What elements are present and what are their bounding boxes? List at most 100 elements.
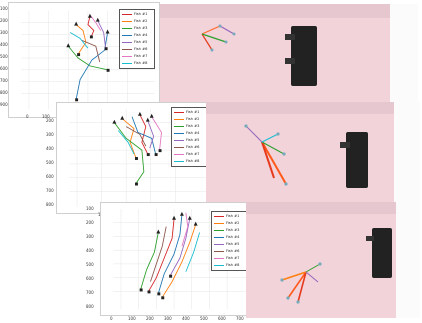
legend-label: Fish #1 bbox=[134, 12, 148, 16]
x-tick-label: 0 bbox=[26, 114, 29, 119]
y-tick-label: 500 bbox=[46, 160, 54, 165]
legend-item: Fish #3 bbox=[174, 123, 206, 130]
legend-label: Fish #2 bbox=[226, 221, 240, 225]
x-tick-label: 500 bbox=[200, 316, 208, 321]
fish-1-path bbox=[139, 114, 149, 155]
legend-item: Fish #1 bbox=[122, 11, 152, 18]
y-tick-label: 400 bbox=[86, 248, 94, 253]
legend-item: Fish #4 bbox=[214, 234, 246, 241]
fish-6-path bbox=[150, 226, 167, 282]
trajectory-plot-3-canvas bbox=[113, 208, 249, 310]
legend-label: Fish #7 bbox=[134, 54, 148, 58]
composite-row-3: Fish #1 Fish #2 Fish #3 Fish #4 Fish #5 … bbox=[86, 200, 422, 323]
x-tick-label: 200 bbox=[146, 316, 154, 321]
x-tick-label: 300 bbox=[164, 316, 172, 321]
legend-label: Fish #1 bbox=[226, 214, 240, 218]
y-tick-label: 600 bbox=[0, 66, 8, 71]
tank-photo-2-image bbox=[206, 102, 420, 212]
plot-3-legend: Fish #1 Fish #2 Fish #3 Fish #4 Fish #5 … bbox=[211, 211, 249, 271]
legend-item: Fish #6 bbox=[174, 144, 206, 151]
legend-label: Fish #3 bbox=[186, 124, 200, 128]
y-tick-label: 800 bbox=[86, 304, 94, 309]
legend-label: Fish #7 bbox=[226, 256, 240, 260]
legend-item: Fish #4 bbox=[122, 32, 152, 39]
fish-2-path bbox=[161, 224, 197, 298]
y-tick-label: 300 bbox=[46, 132, 54, 137]
legend-label: Fish #6 bbox=[186, 145, 200, 149]
legend-label: Fish #4 bbox=[134, 33, 148, 37]
y-tick-label: 300 bbox=[0, 30, 8, 35]
y-tick-label: 400 bbox=[46, 146, 54, 151]
legend-label: Fish #4 bbox=[226, 235, 240, 239]
legend-label: Fish #1 bbox=[186, 110, 200, 114]
fish-2-path bbox=[75, 24, 87, 55]
tank-photo-3-image bbox=[246, 202, 420, 318]
fish-8-path bbox=[70, 32, 89, 49]
y-tick-label: 700 bbox=[46, 188, 54, 193]
legend-label: Fish #8 bbox=[134, 61, 148, 65]
fish-7-path bbox=[181, 212, 189, 247]
legend-item: Fish #8 bbox=[174, 158, 206, 165]
legend-item: Fish #5 bbox=[214, 241, 246, 248]
y-tick-label: 100 bbox=[86, 206, 94, 211]
fish-3-path bbox=[140, 232, 159, 290]
plot-2-legend: Fish #1 Fish #2 Fish #3 Fish #4 Fish #5 … bbox=[171, 107, 209, 167]
fish-5-path bbox=[147, 120, 155, 149]
y-tick-label: 300 bbox=[86, 234, 94, 239]
legend-label: Fish #8 bbox=[186, 159, 200, 163]
legend-label: Fish #2 bbox=[134, 19, 148, 23]
trajectory-plot-2-canvas bbox=[69, 108, 209, 208]
legend-item: Fish #7 bbox=[122, 53, 152, 60]
y-tick-label: 700 bbox=[86, 290, 94, 295]
y-tick-label: 500 bbox=[86, 262, 94, 267]
tank-photo-3 bbox=[246, 202, 420, 318]
x-tick-label: 700 bbox=[236, 316, 244, 321]
legend-label: Fish #5 bbox=[134, 40, 148, 44]
y-tick-label: 400 bbox=[0, 42, 8, 47]
legend-label: Fish #5 bbox=[186, 138, 200, 142]
x-tick-label: 400 bbox=[182, 316, 190, 321]
fish-2-path bbox=[121, 118, 137, 159]
legend-item: Fish #8 bbox=[214, 262, 246, 269]
fish-8-path bbox=[117, 130, 135, 155]
legend-item: Fish #6 bbox=[214, 248, 246, 255]
y-tick-label: 500 bbox=[0, 54, 8, 59]
trajectory-plot-3: Fish #1 Fish #2 Fish #3 Fish #4 Fish #5 … bbox=[100, 202, 254, 316]
fish-6-path bbox=[125, 126, 147, 147]
legend-item: Fish #7 bbox=[174, 151, 206, 158]
legend-label: Fish #2 bbox=[186, 117, 200, 121]
legend-item: Fish #2 bbox=[214, 220, 246, 227]
y-tick-label: 100 bbox=[0, 6, 8, 11]
tank-photo-1 bbox=[160, 4, 418, 118]
tank-photo-1-image bbox=[160, 4, 418, 118]
fish-7-path bbox=[151, 116, 162, 151]
fish-4-path bbox=[75, 32, 109, 100]
legend-item: Fish #6 bbox=[122, 46, 152, 53]
legend-item: Fish #3 bbox=[122, 25, 152, 32]
fish-3-path bbox=[114, 122, 145, 184]
composite-row-1: Fish #1 Fish #2 Fish #3 Fish #4 Fish #5 … bbox=[0, 0, 422, 120]
x-tick-label: 100 bbox=[42, 114, 50, 119]
legend-item: Fish #3 bbox=[214, 227, 246, 234]
legend-label: Fish #3 bbox=[134, 26, 148, 30]
legend-label: Fish #4 bbox=[186, 131, 200, 135]
legend-item: Fish #8 bbox=[122, 60, 152, 67]
x-tick-label: 100 bbox=[128, 316, 136, 321]
legend-item: Fish #5 bbox=[122, 39, 152, 46]
legend-label: Fish #7 bbox=[186, 152, 200, 156]
legend-item: Fish #2 bbox=[174, 116, 206, 123]
legend-item: Fish #1 bbox=[174, 109, 206, 116]
y-tick-label: 200 bbox=[86, 220, 94, 225]
fish-4-path bbox=[131, 116, 157, 155]
fish-1-path bbox=[87, 16, 95, 38]
legend-label: Fish #6 bbox=[134, 47, 148, 51]
fish-8-path bbox=[185, 232, 201, 272]
legend-item: Fish #2 bbox=[122, 18, 152, 25]
y-tick-label: 600 bbox=[86, 276, 94, 281]
legend-label: Fish #6 bbox=[226, 249, 240, 253]
legend-label: Fish #5 bbox=[226, 242, 240, 246]
fish-3-path bbox=[67, 45, 108, 71]
y-tick-label: 900 bbox=[0, 102, 8, 107]
x-tick-label: 0 bbox=[110, 316, 113, 321]
y-tick-label: 700 bbox=[0, 78, 8, 83]
